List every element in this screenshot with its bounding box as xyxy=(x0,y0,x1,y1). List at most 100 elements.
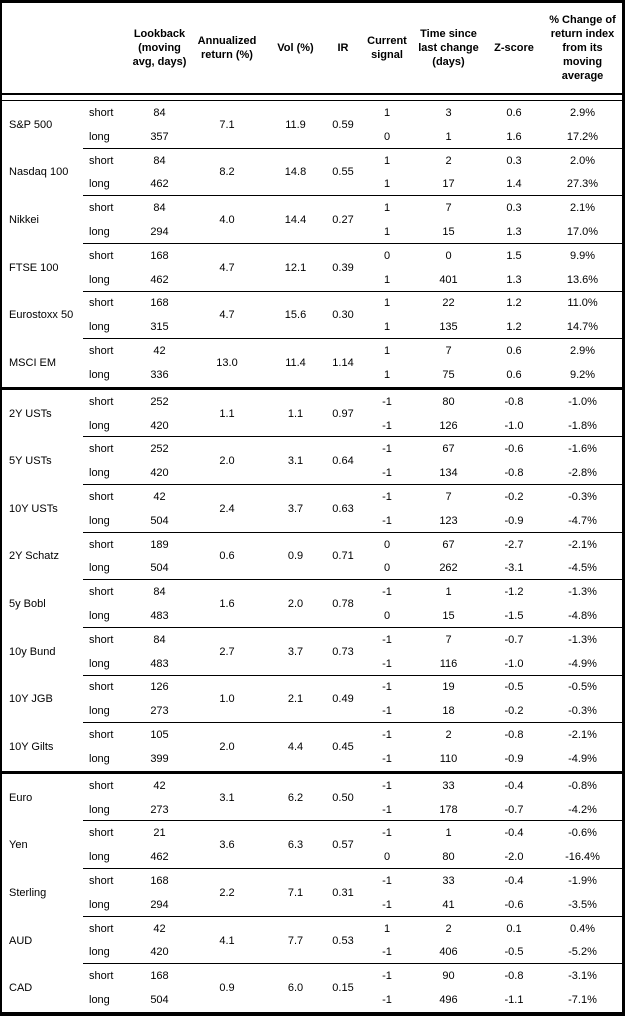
time-since-short-value: 7 xyxy=(445,202,452,215)
current-signal-long-value: -1 xyxy=(382,705,392,718)
ir-value: 0.97 xyxy=(332,407,354,420)
vol-value: 7.7 xyxy=(287,934,304,947)
z-score-short-value: -2.7 xyxy=(504,538,524,551)
lookback-long-value: 420 xyxy=(150,467,169,480)
current-signal-long-value: 0 xyxy=(383,610,391,623)
asset-group: 10Y JGB short long 126 273 1.0 2.1 0.49 … xyxy=(2,676,622,724)
row-label-short: short xyxy=(89,779,114,792)
lookback-short-value: 126 xyxy=(150,681,169,694)
time-since-short-value: 3 xyxy=(445,106,452,119)
pct-change-short-value: -1.3% xyxy=(568,586,597,599)
lookback-long-value: 357 xyxy=(150,130,169,143)
asset-name: 2Y Schatz xyxy=(9,550,59,563)
lookback-short-value: 252 xyxy=(150,395,169,408)
row-label-short: short xyxy=(89,154,114,167)
lookback-long-value: 462 xyxy=(150,851,169,864)
z-score-long-value: 1.4 xyxy=(506,178,522,191)
asset-group: Euro short long 42 273 3.1 6.2 0.50 -1 -… xyxy=(2,774,622,822)
lookback-short-value: 168 xyxy=(150,875,169,887)
annualized-return-value: 1.1 xyxy=(219,407,235,420)
asset-name: AUD xyxy=(9,934,33,947)
lookback-short-value: 42 xyxy=(153,922,166,935)
current-signal-short-value: 1 xyxy=(383,202,391,215)
asset-name: S&P 500 xyxy=(9,118,53,131)
pct-change-short-value: 2.0% xyxy=(569,154,596,167)
asset-group: 5Y USTs short long 252 420 2.0 3.1 0.64 … xyxy=(2,437,622,485)
ir-value: 0.45 xyxy=(332,740,354,753)
current-signal-long-value: -1 xyxy=(382,752,392,765)
current-signal-long-value: -1 xyxy=(382,514,392,527)
row-label-long: long xyxy=(89,368,110,381)
pct-change-long-value: -4.8% xyxy=(568,610,597,623)
ir-value: 0.64 xyxy=(332,455,354,468)
lookback-long-value: 315 xyxy=(150,321,169,334)
annualized-return-value: 4.1 xyxy=(219,934,235,947)
asset-name: CAD xyxy=(9,982,33,995)
row-label-short: short xyxy=(89,490,114,503)
pct-change-long-value: -7.1% xyxy=(568,994,597,1007)
pct-change-short-value: 0.4% xyxy=(569,922,596,935)
asset-name: Nasdaq 100 xyxy=(9,166,69,179)
pct-change-short-value: -1.0% xyxy=(568,395,597,408)
row-label-long: long xyxy=(89,705,110,718)
lookback-long-value: 399 xyxy=(150,752,169,765)
table-section-bonds: 2Y USTs short long 252 420 1.1 1.1 0.97 … xyxy=(2,390,622,774)
ir-value: 0.78 xyxy=(332,598,354,611)
ir-value: 0.30 xyxy=(332,309,354,322)
vol-value: 1.1 xyxy=(287,407,304,420)
ir-value: 0.55 xyxy=(332,166,354,179)
row-label-long: long xyxy=(89,803,110,816)
vol-value: 3.1 xyxy=(287,455,304,468)
pct-change-long-value: -4.9% xyxy=(568,657,597,670)
vol-value: 0.9 xyxy=(287,550,304,563)
pct-change-long-value: 14.7% xyxy=(566,321,599,334)
asset-name: 5y Bobl xyxy=(9,598,46,611)
pct-change-short-value: 11.0% xyxy=(567,297,598,310)
vol-value: 11.9 xyxy=(285,118,306,131)
asset-name: 10Y JGB xyxy=(9,693,53,706)
row-label-short: short xyxy=(89,443,114,456)
pct-change-short-value: -0.3% xyxy=(568,490,597,503)
asset-group: 10y Bund short long 84 483 2.7 3.7 0.73 … xyxy=(2,628,622,676)
pct-change-long-value: -16.4% xyxy=(565,851,600,864)
vol-value: 7.1 xyxy=(287,886,304,899)
z-score-short-value: -0.4 xyxy=(504,827,524,840)
time-since-short-value: 2 xyxy=(445,922,452,935)
col-header-rowtype xyxy=(85,3,132,93)
asset-group: 5y Bobl short long 84 483 1.6 2.0 0.78 -… xyxy=(2,580,622,628)
asset-name: 2Y USTs xyxy=(9,407,52,420)
time-since-short-value: 80 xyxy=(442,395,455,408)
time-since-short-value: 7 xyxy=(445,490,452,503)
row-label-short: short xyxy=(89,249,114,262)
vol-value: 3.7 xyxy=(287,645,304,658)
current-signal-long-value: 1 xyxy=(383,368,391,381)
time-since-long-value: 496 xyxy=(439,994,458,1007)
current-signal-long-value: -1 xyxy=(382,946,392,959)
col-header-asset xyxy=(2,3,85,93)
lookback-long-value: 483 xyxy=(150,657,169,670)
asset-group: 10Y Gilts short long 105 399 2.0 4.4 0.4… xyxy=(2,723,622,771)
time-since-short-value: 7 xyxy=(445,633,452,646)
pct-change-short-value: -2.1% xyxy=(568,538,597,551)
pct-change-long-value: -4.2% xyxy=(568,803,597,816)
ir-value: 0.71 xyxy=(332,550,354,563)
asset-group: Yen short long 21 462 3.6 6.3 0.57 -1 0 … xyxy=(2,821,622,869)
asset-name: Yen xyxy=(9,839,28,852)
lookback-short-value: 189 xyxy=(150,538,169,551)
time-since-short-value: 33 xyxy=(442,779,455,792)
asset-name: 5Y USTs xyxy=(9,455,52,468)
row-label-short: short xyxy=(89,106,114,119)
current-signal-short-value: -1 xyxy=(382,970,392,983)
vol-value: 4.4 xyxy=(287,740,304,753)
z-score-long-value: -0.9 xyxy=(504,752,524,765)
time-since-short-value: 67 xyxy=(442,443,455,456)
vol-value: 15.6 xyxy=(284,309,307,322)
asset-group: FTSE 100 short long 168 462 4.7 12.1 0.3… xyxy=(2,244,622,292)
lookback-short-value: 42 xyxy=(153,779,166,792)
row-label-long: long xyxy=(89,178,110,191)
pct-change-short-value: -3.1% xyxy=(568,970,597,983)
asset-group: Eurostoxx 50 short long 168 315 4.7 15.6… xyxy=(2,292,622,340)
lookback-long-value: 273 xyxy=(150,705,169,718)
current-signal-short-value: 1 xyxy=(383,345,391,358)
current-signal-long-value: -1 xyxy=(382,657,392,670)
